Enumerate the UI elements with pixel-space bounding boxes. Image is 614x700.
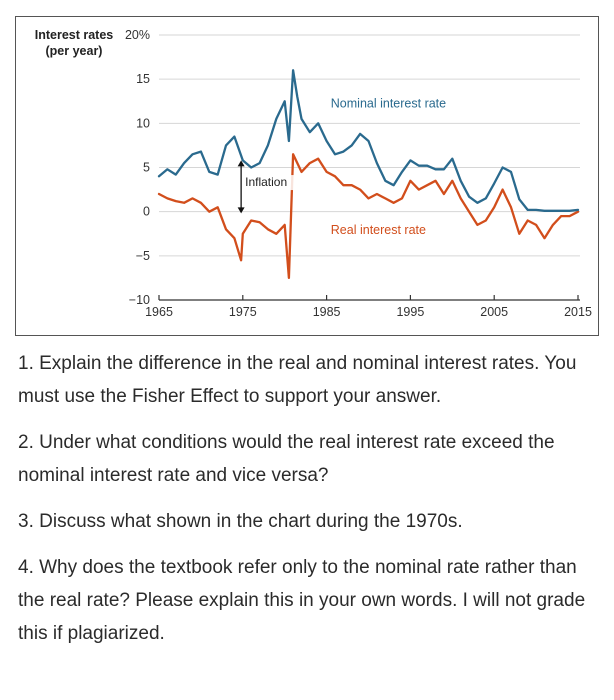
question-3: 3. Discuss what shown in the chart durin… xyxy=(18,511,463,532)
x-tick-label: 2015 xyxy=(564,305,592,319)
x-tick-label: 1995 xyxy=(396,305,424,319)
y-tick-label: 0 xyxy=(143,205,150,219)
x-tick-label: 2005 xyxy=(480,305,508,319)
question-2: 2. Under what conditions would the real … xyxy=(18,432,555,486)
y-tick-label: 15 xyxy=(136,72,150,86)
question-4: 4. Why does the textbook refer only to t… xyxy=(18,557,586,644)
inflation-arrowhead-up xyxy=(237,160,245,167)
interest-rate-chart: −10 −5 0 5 10 15 20% 1965 1975 1985 1995 2005 2015 In… xyxy=(125,28,592,319)
inflation-label: Inflation xyxy=(245,175,287,189)
y-tick-label: 10 xyxy=(136,116,150,130)
y-tick-label: 20% xyxy=(125,28,150,42)
x-tick-label: 1965 xyxy=(145,305,173,319)
real-rate-line xyxy=(157,153,580,280)
x-tick-label: 1985 xyxy=(313,305,341,319)
y-tick-label: 5 xyxy=(143,161,150,175)
y-axis-title-line2: (per year) xyxy=(45,44,103,58)
nominal-rate-line xyxy=(157,69,580,212)
question-list: 1. Explain the difference in the real an… xyxy=(18,347,603,663)
real-rate-label: Real interest rate xyxy=(331,223,426,237)
y-axis-title-line1: Interest rates xyxy=(34,28,114,42)
y-tick-label: −5 xyxy=(136,249,150,263)
chart-panel: Interest rates (per year) −10 −5 0 5 10 15 20%… xyxy=(15,16,599,336)
question-1: 1. Explain the difference in the real an… xyxy=(18,353,577,407)
x-tick-label: 1975 xyxy=(229,305,257,319)
y-tick-label: −10 xyxy=(129,293,150,307)
nominal-rate-label: Nominal interest rate xyxy=(331,96,446,110)
y-axis-title: Interest rates (per year) xyxy=(22,27,126,59)
inflation-arrowhead-down xyxy=(237,207,245,214)
inflation-label-bg xyxy=(243,175,298,191)
